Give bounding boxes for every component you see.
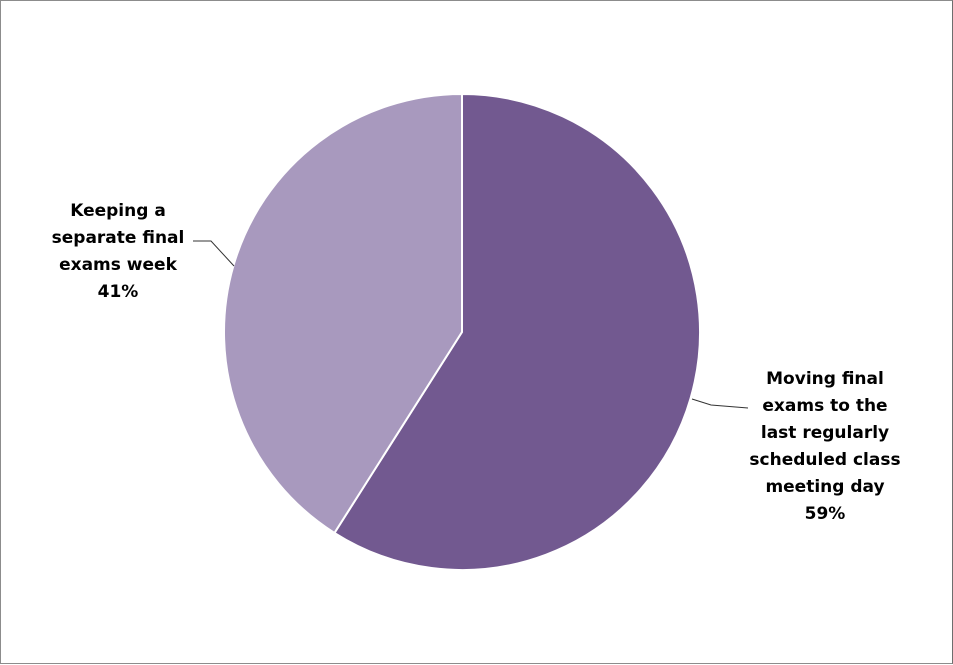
slice-label-moving-final-exams: Moving final exams to the last regularly sc… bbox=[749, 369, 900, 524]
slice-percent-label: 41% bbox=[98, 282, 139, 302]
slice-label-line: scheduled class bbox=[749, 450, 900, 470]
slice-label-line: exams to the bbox=[762, 396, 887, 416]
slice-label-separate-final-week: Keeping a separate final exams week 41% bbox=[52, 201, 185, 302]
pie-slice-moving-final-exams bbox=[333, 93, 701, 571]
leader-lines bbox=[193, 240, 749, 409]
slice-label-line: separate final bbox=[52, 228, 185, 248]
slice-label-line: last regularly bbox=[761, 423, 889, 443]
slice-label-line: Keeping a bbox=[70, 201, 166, 221]
pie-slices bbox=[223, 93, 701, 571]
slice-percent-label: 59% bbox=[805, 504, 846, 524]
leader-line-moving-final-exams bbox=[691, 398, 749, 409]
leader-line-separate-final-week bbox=[193, 240, 235, 267]
slice-label-line: Moving final bbox=[766, 369, 884, 389]
slice-label-line: meeting day bbox=[765, 477, 884, 497]
slice-label-line: exams week bbox=[59, 255, 177, 275]
